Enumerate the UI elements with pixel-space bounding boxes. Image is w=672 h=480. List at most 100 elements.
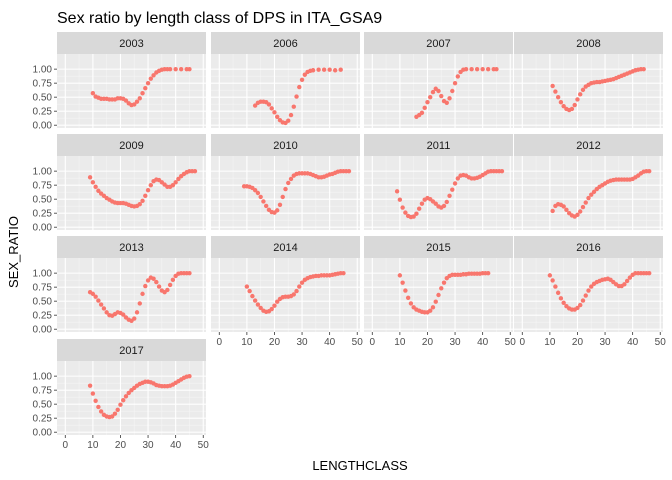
y-tick-label: 0.00 <box>33 121 53 132</box>
data-point <box>444 199 449 205</box>
y-tick-label: 0.00 <box>33 223 53 234</box>
x-axis-title: LENGTHCLASS <box>312 458 408 473</box>
data-point <box>400 280 405 285</box>
x-tick-label: 30 <box>449 337 461 348</box>
data-point <box>294 288 299 294</box>
data-point <box>297 84 302 90</box>
data-point <box>547 273 553 278</box>
data-point <box>252 188 258 193</box>
data-point <box>439 286 444 291</box>
y-tick-label: 0.50 <box>33 93 53 104</box>
data-point <box>627 275 633 280</box>
data-point <box>341 270 346 276</box>
panel-background <box>57 156 206 230</box>
data-point <box>252 103 258 108</box>
data-point <box>555 94 561 100</box>
data-point <box>583 293 588 298</box>
data-point <box>553 89 558 94</box>
data-point <box>258 194 263 200</box>
facet-strip <box>514 236 663 258</box>
facet-strip <box>364 32 513 54</box>
x-tick-label: 50 <box>655 337 667 348</box>
facet-strip <box>364 236 513 258</box>
facet-panel-2009: 2009 0.00 0.25 0.50 0.75 1.00 <box>33 134 206 234</box>
y-tick-label: 0.25 <box>33 414 53 425</box>
data-point <box>173 180 178 185</box>
y-tick-label: 0.25 <box>33 311 53 322</box>
x-tick-label: 40 <box>324 337 336 348</box>
data-point <box>550 278 555 283</box>
data-point <box>463 66 469 72</box>
data-point <box>283 186 288 192</box>
data-point <box>156 284 162 289</box>
data-point <box>250 293 255 299</box>
facet-strip <box>364 134 513 156</box>
data-point <box>145 188 151 193</box>
data-point <box>583 200 588 205</box>
facet-strip <box>514 32 663 54</box>
data-point <box>255 190 261 196</box>
data-point <box>96 188 101 193</box>
data-point <box>647 168 652 174</box>
data-point <box>411 214 416 219</box>
x-tick-label: 40 <box>170 440 182 451</box>
panel-background <box>57 361 206 435</box>
data-point <box>346 168 352 174</box>
data-point <box>132 102 137 107</box>
data-point <box>485 66 491 72</box>
data-points <box>87 270 192 323</box>
y-tick-label: 0.25 <box>33 107 53 118</box>
data-point <box>165 287 170 293</box>
data-point <box>90 391 96 396</box>
facet-strip-label: 2008 <box>576 38 600 50</box>
x-tick-label: 0 <box>369 337 375 348</box>
x-tick-label: 40 <box>627 337 639 348</box>
data-point <box>275 299 280 304</box>
data-point <box>450 88 455 94</box>
data-point <box>134 99 140 104</box>
data-point <box>622 282 627 287</box>
data-point <box>143 283 148 289</box>
data-point <box>430 305 436 310</box>
x-tick-label: 50 <box>352 337 364 348</box>
facet-panel-2016: 2016 0 10 20 30 40 50 <box>514 236 666 348</box>
x-tick-label: 50 <box>198 440 210 451</box>
data-point <box>148 76 154 81</box>
y-tick-label: 1.00 <box>33 372 53 383</box>
data-point <box>580 204 586 210</box>
data-point <box>192 168 198 174</box>
chart-title: Sex ratio by length class of DPS in ITA_… <box>57 10 382 27</box>
facet-strip-label: 2011 <box>427 140 451 152</box>
data-point <box>98 409 104 414</box>
data-points <box>87 373 192 420</box>
data-point <box>586 288 591 293</box>
data-point <box>109 414 115 419</box>
data-point <box>580 298 586 303</box>
x-tick-label: 20 <box>269 337 281 348</box>
facet-strip-label: 2010 <box>273 140 297 152</box>
facet-panels: 2003 0.00 0.25 0.50 0.75 1.00 2006 2007 2008 2009… <box>33 32 666 451</box>
x-tick-label: 20 <box>572 337 584 348</box>
data-point <box>143 193 148 198</box>
data-point <box>310 68 316 73</box>
panel-background <box>514 258 663 332</box>
data-point <box>132 316 137 321</box>
data-point <box>137 96 142 101</box>
data-point <box>286 118 291 123</box>
x-tick-label: 30 <box>599 337 611 348</box>
data-point <box>580 87 586 93</box>
data-point <box>327 67 332 72</box>
data-point <box>297 284 302 289</box>
data-points <box>87 168 198 209</box>
y-tick-label: 0.25 <box>33 209 53 220</box>
data-point <box>96 298 101 303</box>
data-point <box>126 390 131 396</box>
data-point <box>291 292 296 297</box>
data-point <box>173 66 178 72</box>
x-tick-label: 0 <box>216 337 222 348</box>
data-point <box>419 201 425 206</box>
facet-strip <box>211 32 360 54</box>
data-point <box>140 198 145 204</box>
data-point <box>499 168 505 174</box>
